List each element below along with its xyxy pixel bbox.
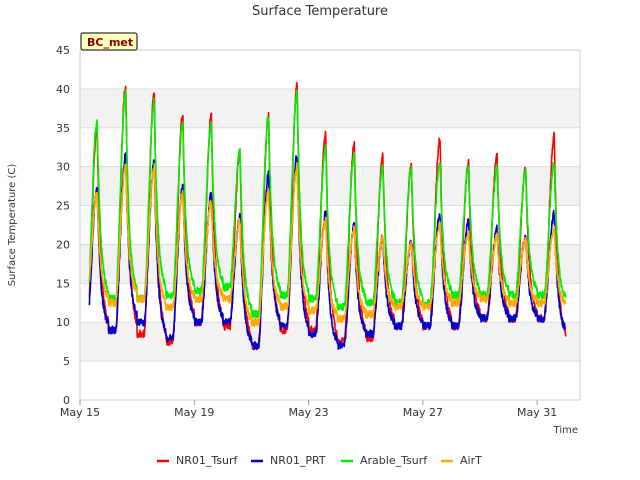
legend: NR01_Tsurf NR01_PRT Arable_Tsurf AirT	[157, 454, 482, 467]
y-tick-label: 20	[56, 238, 70, 251]
y-axis: 0 5 10 15 20 25 30 35 40 45	[56, 44, 70, 407]
plot-band	[80, 50, 580, 89]
plot-frame	[79, 49, 581, 401]
y-tick-label: 10	[56, 316, 70, 329]
y-tick-label: 40	[56, 83, 70, 96]
x-tick-label: May 19	[174, 406, 214, 419]
y-tick-label: 35	[56, 122, 70, 135]
y-tick-label: 45	[56, 44, 70, 57]
x-tick-label: May 15	[60, 406, 100, 419]
chart-title: Surface Temperature	[252, 4, 388, 19]
plot-background	[80, 50, 580, 400]
y-tick-label: 15	[56, 277, 70, 290]
legend-label: NR01_Tsurf	[176, 454, 238, 467]
badge: BC_met	[80, 32, 138, 51]
badge-label: BC_met	[87, 36, 133, 49]
y-tick-label: 30	[56, 161, 70, 174]
legend-label: NR01_PRT	[270, 454, 326, 467]
series-line	[88, 89, 567, 319]
legend-label: Arable_Tsurf	[360, 454, 428, 467]
x-axis-label: Time	[553, 425, 578, 436]
legend-label: AirT	[460, 454, 482, 467]
x-tick-label: May 23	[288, 406, 328, 419]
x-axis: May 15 May 19 May 23 May 27 May 31	[60, 400, 557, 419]
y-axis-label: Surface Temperature (C)	[7, 164, 18, 287]
x-tick-label: May 31	[517, 406, 557, 419]
x-tick-label: May 27	[403, 406, 443, 419]
series-lines	[88, 82, 567, 351]
plot-band	[80, 88, 580, 128]
badge-box	[80, 32, 138, 51]
y-tick-label: 25	[56, 200, 70, 213]
plot-band	[80, 322, 580, 362]
plot-band	[80, 361, 580, 400]
y-tick-label: 5	[63, 355, 70, 368]
y-tick-label: 0	[63, 394, 70, 407]
series-line	[88, 162, 567, 327]
